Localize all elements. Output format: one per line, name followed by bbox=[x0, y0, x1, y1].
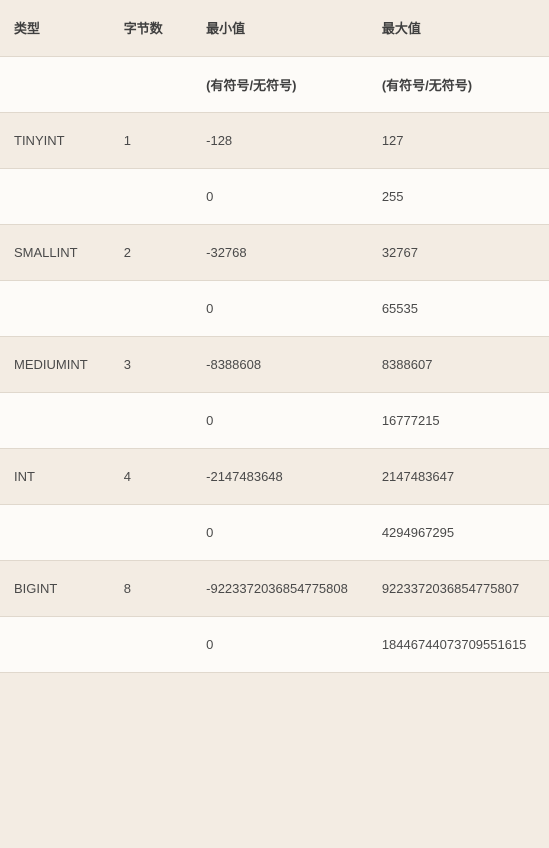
cell-max-signed: 32767 bbox=[368, 224, 549, 280]
cell-max-signed: 2147483647 bbox=[368, 448, 549, 504]
cell-min-unsigned: 0 bbox=[192, 168, 368, 224]
header-type: 类型 bbox=[0, 0, 110, 56]
table-row: 0 65535 bbox=[0, 280, 549, 336]
cell-max-unsigned: 18446744073709551615 bbox=[368, 616, 549, 672]
cell-type: TINYINT bbox=[0, 112, 110, 168]
cell-min-unsigned: 0 bbox=[192, 280, 368, 336]
cell-bytes: 8 bbox=[110, 560, 192, 616]
cell-min-signed: -128 bbox=[192, 112, 368, 168]
cell-type: INT bbox=[0, 448, 110, 504]
table-row: INT 4 -2147483648 2147483647 bbox=[0, 448, 549, 504]
header-bytes: 字节数 bbox=[110, 0, 192, 56]
cell-min-signed: -9223372036854775808 bbox=[192, 560, 368, 616]
table-row: BIGINT 8 -9223372036854775808 9223372036… bbox=[0, 560, 549, 616]
cell-type: SMALLINT bbox=[0, 224, 110, 280]
table-row: TINYINT 1 -128 127 bbox=[0, 112, 549, 168]
cell-min-unsigned: 0 bbox=[192, 504, 368, 560]
cell-bytes: 1 bbox=[110, 112, 192, 168]
table-row: SMALLINT 2 -32768 32767 bbox=[0, 224, 549, 280]
cell-max-unsigned: 16777215 bbox=[368, 392, 549, 448]
cell-empty bbox=[110, 504, 192, 560]
integer-types-table: 类型 字节数 最小值 最大值 (有符号/无符号) (有符号/无符号) TINYI… bbox=[0, 0, 549, 673]
cell-empty bbox=[110, 616, 192, 672]
cell-max-signed: 127 bbox=[368, 112, 549, 168]
table-row: 0 16777215 bbox=[0, 392, 549, 448]
cell-min-signed: -32768 bbox=[192, 224, 368, 280]
table-row: MEDIUMINT 3 -8388608 8388607 bbox=[0, 336, 549, 392]
cell-max-unsigned: 255 bbox=[368, 168, 549, 224]
header-max: 最大值 bbox=[368, 0, 549, 56]
table-row: 0 4294967295 bbox=[0, 504, 549, 560]
table-row: 0 255 bbox=[0, 168, 549, 224]
cell-empty bbox=[110, 280, 192, 336]
header-min: 最小值 bbox=[192, 0, 368, 56]
cell-type: BIGINT bbox=[0, 560, 110, 616]
cell-max-signed: 9223372036854775807 bbox=[368, 560, 549, 616]
cell-empty bbox=[110, 168, 192, 224]
table-subheader-row: (有符号/无符号) (有符号/无符号) bbox=[0, 56, 549, 112]
subheader-max: (有符号/无符号) bbox=[368, 56, 549, 112]
cell-max-signed: 8388607 bbox=[368, 336, 549, 392]
cell-empty bbox=[0, 168, 110, 224]
cell-max-unsigned: 4294967295 bbox=[368, 504, 549, 560]
cell-min-unsigned: 0 bbox=[192, 616, 368, 672]
cell-empty bbox=[110, 392, 192, 448]
subheader-min: (有符号/无符号) bbox=[192, 56, 368, 112]
table-header-row: 类型 字节数 最小值 最大值 bbox=[0, 0, 549, 56]
cell-min-unsigned: 0 bbox=[192, 392, 368, 448]
cell-max-unsigned: 65535 bbox=[368, 280, 549, 336]
cell-min-signed: -8388608 bbox=[192, 336, 368, 392]
cell-min-signed: -2147483648 bbox=[192, 448, 368, 504]
table-row: 0 18446744073709551615 bbox=[0, 616, 549, 672]
cell-type: MEDIUMINT bbox=[0, 336, 110, 392]
subheader-empty1 bbox=[0, 56, 110, 112]
cell-empty bbox=[0, 616, 110, 672]
cell-empty bbox=[0, 280, 110, 336]
cell-bytes: 4 bbox=[110, 448, 192, 504]
subheader-empty2 bbox=[110, 56, 192, 112]
cell-empty bbox=[0, 504, 110, 560]
cell-empty bbox=[0, 392, 110, 448]
cell-bytes: 3 bbox=[110, 336, 192, 392]
cell-bytes: 2 bbox=[110, 224, 192, 280]
